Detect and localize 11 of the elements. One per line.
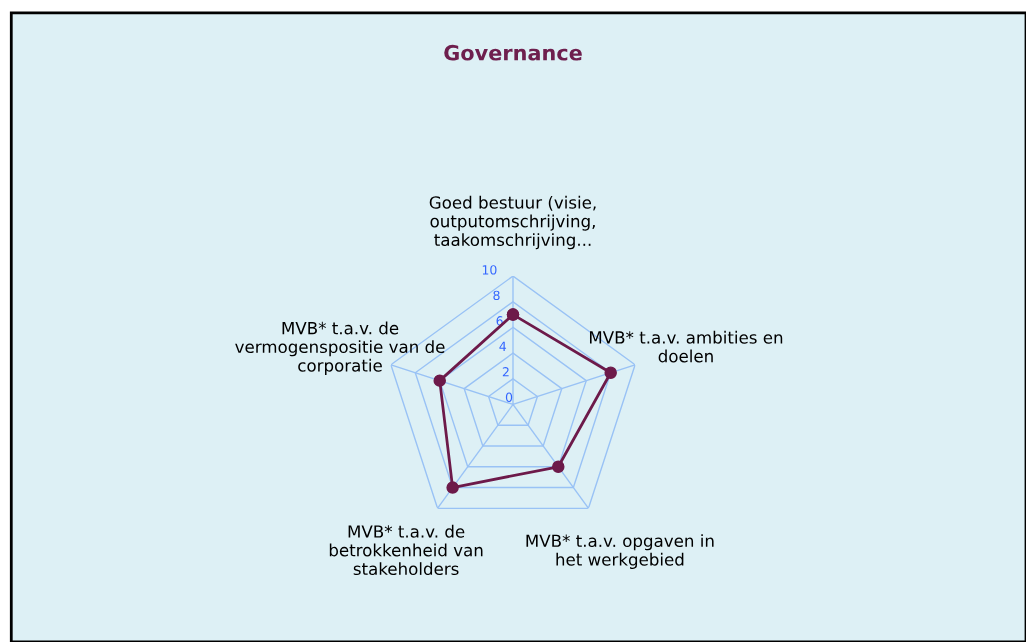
spoke-label: MVB* t.a.v. de vermogenspositie van de corporatie	[235, 321, 445, 375]
spoke-label: MVB* t.a.v. ambities en doelen	[589, 330, 783, 363]
chart-title: Governance	[444, 44, 582, 61]
y-tick-label: 4	[499, 341, 507, 351]
spoke-label: Goed bestuur (visie, outputomschrijving, taakomschrijving...	[429, 195, 596, 250]
y-tick-label: 8	[493, 290, 500, 301]
y-tick-label: 2	[502, 367, 509, 377]
y-tick-label: 10	[482, 265, 497, 275]
spoke-label: MVB* t.a.v. opgaven in het werkgebied	[526, 534, 714, 569]
y-tick-label: 0	[505, 392, 513, 403]
spoke-label: MVB* t.a.v. de betrokkenheid van stakeholders	[329, 524, 483, 576]
